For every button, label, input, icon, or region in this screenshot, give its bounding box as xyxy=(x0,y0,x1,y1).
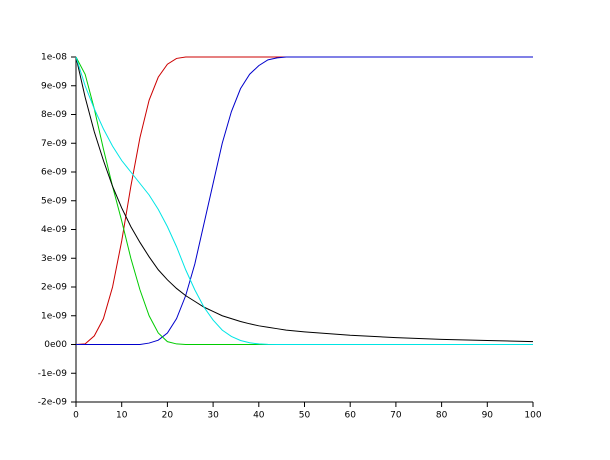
x-tick-label: 90 xyxy=(482,411,494,421)
x-tick-label: 0 xyxy=(73,411,79,421)
x-tick-label: 40 xyxy=(253,411,265,421)
x-tick-label: 50 xyxy=(299,411,311,421)
x-tick-label: 30 xyxy=(207,411,219,421)
x-tick-label: 80 xyxy=(436,411,448,421)
y-tick-label: -1e-09 xyxy=(38,369,67,379)
y-tick-label: 4e-09 xyxy=(41,225,67,235)
y-tick-label: 3e-09 xyxy=(41,254,67,264)
y-tick-label: 8e-09 xyxy=(41,110,67,120)
x-tick-label: 20 xyxy=(162,411,174,421)
x-tick-label: 70 xyxy=(390,411,402,421)
y-tick-label: 9e-09 xyxy=(41,81,67,91)
y-tick-label: 1e-08 xyxy=(41,53,67,63)
x-tick-label: 100 xyxy=(524,411,541,421)
series-line xyxy=(75,56,533,345)
y-tick-label: 1e-09 xyxy=(41,311,67,321)
x-tick-label: 10 xyxy=(116,411,128,421)
y-tick-label: 5e-09 xyxy=(41,196,67,206)
series-line xyxy=(75,56,534,343)
y-tick-label: -2e-09 xyxy=(38,398,67,408)
series-line xyxy=(76,56,533,345)
y-tick-label: 2e-09 xyxy=(41,283,67,293)
series-line xyxy=(75,56,533,345)
y-tick-label: 6e-09 xyxy=(41,168,67,178)
y-tick-label: 0e00 xyxy=(44,340,67,350)
x-tick-label: 60 xyxy=(344,411,356,421)
y-tick-label: 7e-09 xyxy=(41,139,67,149)
